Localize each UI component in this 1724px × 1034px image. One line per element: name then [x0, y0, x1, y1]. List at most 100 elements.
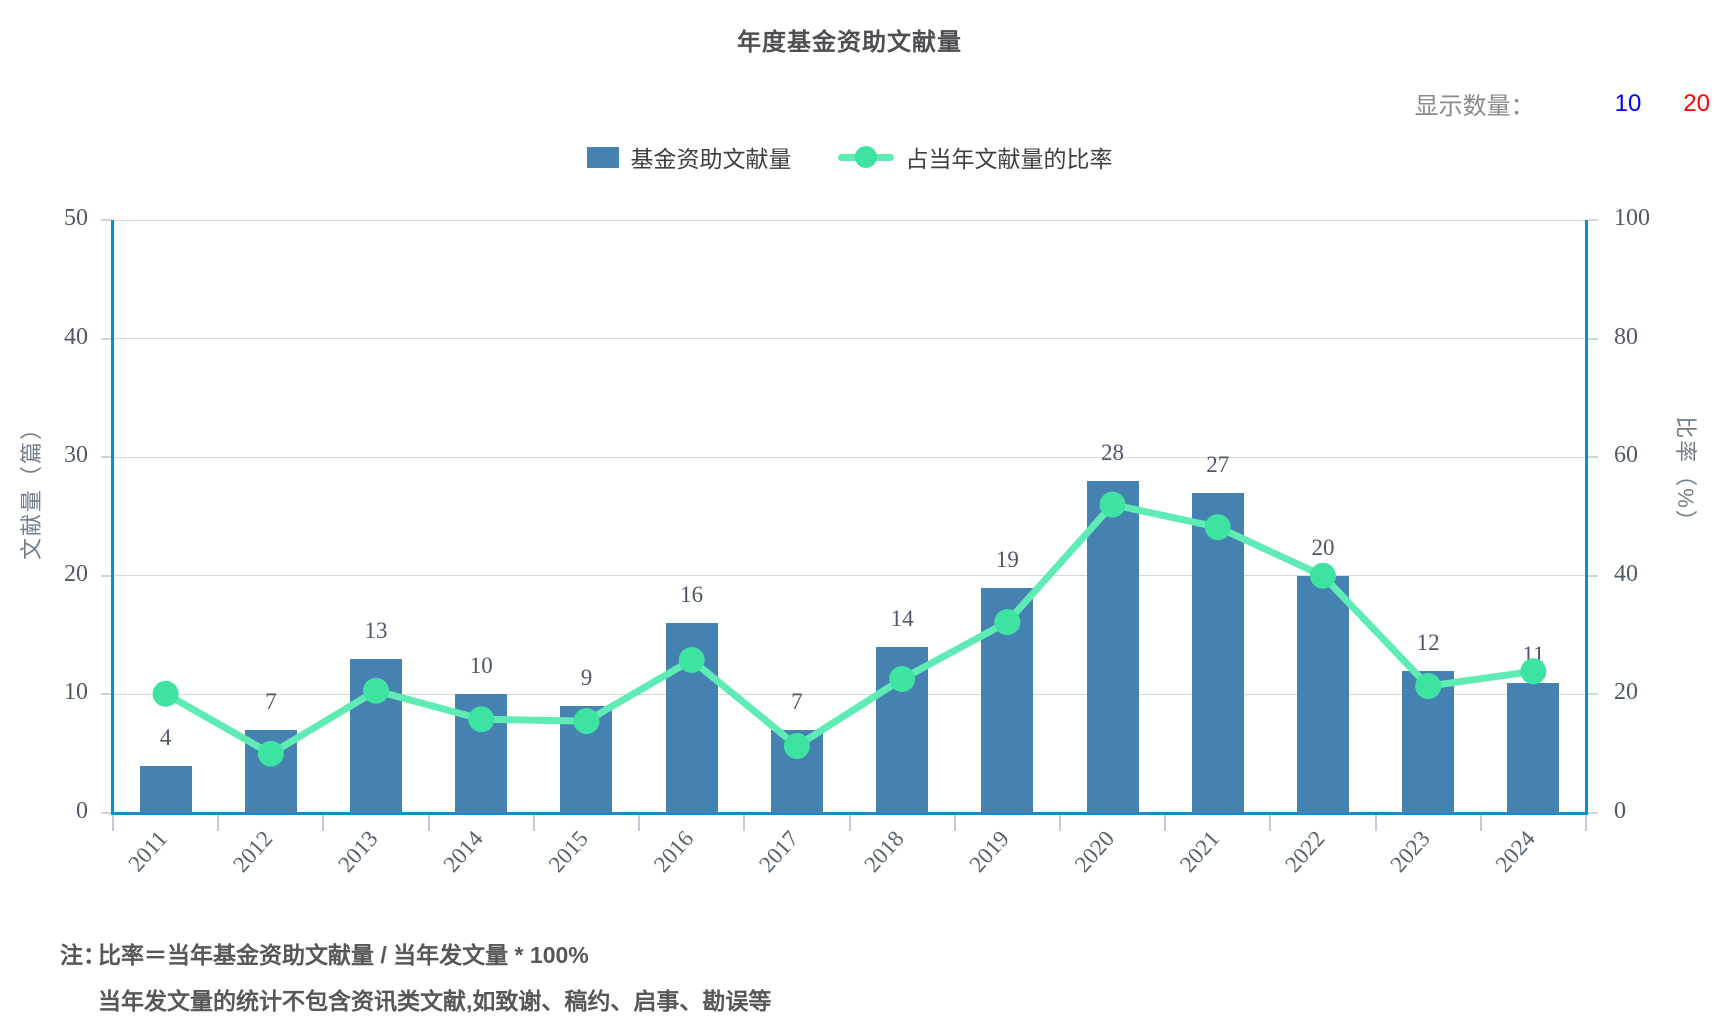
bar-value-2021: 27	[1206, 451, 1230, 477]
x-axis-tickmark	[1164, 815, 1167, 831]
note-indent	[60, 978, 98, 1024]
bar-2022[interactable]	[1296, 575, 1349, 813]
note-line-2: 当年发文量的统计不包含资讯类文献,如致谢、稿约、启事、勘误等	[98, 988, 772, 1014]
x-axis-tickmark	[1479, 815, 1482, 831]
right-axis-tickmark	[1588, 456, 1598, 459]
right-axis-tick-60: 60	[1614, 442, 1638, 469]
ratio-dot-2014[interactable]	[468, 706, 495, 733]
bar-value-2019: 19	[995, 546, 1019, 572]
gridline-50	[113, 219, 1586, 221]
chart-title: 年度基金资助文献量	[737, 29, 962, 56]
bar-2011[interactable]	[139, 765, 192, 813]
right-axis-tickmark	[1588, 693, 1598, 696]
gridline-10	[113, 693, 1586, 695]
line-swatch-dot	[854, 146, 877, 168]
right-axis-tickmark	[1588, 574, 1598, 577]
bar-value-2023: 12	[1416, 629, 1440, 655]
gridline-40	[113, 338, 1586, 340]
left-axis-tickmark	[101, 456, 111, 459]
ratio-dot-2015[interactable]	[573, 708, 600, 735]
x-axis-tickmark	[322, 815, 325, 831]
x-axis-tickmark	[1058, 815, 1061, 831]
legend: 基金资助文献量 占当年文献量的比率	[113, 140, 1586, 174]
left-axis-tickmark	[101, 693, 111, 696]
ratio-dot-2024[interactable]	[1520, 658, 1547, 685]
note-prefix: 注：	[60, 942, 106, 968]
ratio-dot-2021[interactable]	[1204, 514, 1231, 541]
ratio-dot-2011[interactable]	[152, 680, 179, 707]
right-axis-tickmark	[1588, 812, 1598, 814]
display-count-label: 显示数量：	[1414, 93, 1535, 120]
x-axis-tickmark	[1374, 815, 1377, 831]
bar-2024[interactable]	[1507, 682, 1560, 813]
legend-item-line-series[interactable]: 占当年文献量的比率	[837, 140, 1113, 174]
ratio-dot-2012[interactable]	[257, 740, 284, 767]
x-axis-tickmark	[217, 815, 220, 831]
x-axis-tickmark	[427, 815, 430, 831]
bar-2020[interactable]	[1086, 480, 1139, 813]
ratio-dot-2019[interactable]	[994, 609, 1021, 636]
left-axis-title: 文献量（篇）	[19, 415, 44, 561]
display-count-option-20[interactable]: 20	[1683, 89, 1710, 117]
gridline-30	[113, 456, 1586, 458]
legend-item-bar-series[interactable]: 基金资助文献量	[586, 140, 792, 174]
bar-value-2020: 28	[1101, 439, 1125, 465]
right-axis-tick-100: 100	[1614, 205, 1650, 231]
left-axis-line	[111, 220, 114, 813]
x-axis-tickmark	[848, 815, 851, 831]
x-axis-line	[111, 811, 1588, 815]
display-count-control: 显示数量： 10 20	[1415, 86, 1710, 121]
left-axis-tickmark	[101, 337, 111, 340]
left-axis-tickmark	[101, 219, 111, 221]
left-axis-tick-30: 30	[64, 442, 88, 469]
x-axis-tickmark	[743, 815, 746, 831]
left-axis-tick-0: 0	[76, 798, 88, 824]
ratio-dot-2022[interactable]	[1310, 562, 1336, 589]
right-axis-tick-0: 0	[1614, 798, 1626, 824]
ratio-dot-2018[interactable]	[889, 666, 916, 692]
note-line-1: 比率＝当年基金资助文献量 / 当年发文量 * 100%	[98, 942, 589, 968]
bar-value-2014: 10	[469, 653, 493, 679]
bar-value-2015: 9	[580, 665, 593, 691]
bar-value-2011: 4	[159, 724, 172, 750]
left-axis-tick-10: 10	[64, 679, 88, 706]
left-axis-tick-50: 50	[64, 205, 88, 231]
bar-value-2017: 7	[791, 688, 803, 714]
x-axis-tickmark	[1269, 815, 1272, 831]
right-axis-line	[1585, 220, 1588, 813]
x-axis-tickmark	[532, 815, 535, 831]
right-axis-tick-40: 40	[1614, 560, 1638, 587]
x-axis-tickmark	[112, 815, 114, 831]
right-axis-tickmark	[1588, 337, 1598, 340]
ratio-dot-2017[interactable]	[783, 733, 810, 759]
x-axis-tickmark	[953, 815, 956, 831]
left-axis-tick-40: 40	[64, 323, 88, 350]
left-axis-tickmark	[101, 574, 111, 577]
right-axis-title: 比率（%）	[1673, 416, 1698, 534]
bar-2021[interactable]	[1191, 492, 1244, 813]
left-axis-tick-20: 20	[64, 560, 88, 587]
gridline-20	[113, 575, 1586, 577]
legend-bar-label: 基金资助文献量	[630, 146, 792, 172]
ratio-line-layer	[152, 491, 1547, 767]
x-axis-tickmark	[1585, 815, 1587, 831]
right-axis-tickmark	[1588, 219, 1598, 221]
bar-series-swatch-icon	[586, 146, 619, 168]
ratio-dot-2020[interactable]	[1099, 491, 1126, 518]
bar-value-2016: 16	[680, 582, 704, 608]
ratio-dot-2016[interactable]	[678, 647, 705, 673]
right-axis-tick-80: 80	[1614, 323, 1638, 350]
ratio-dot-2023[interactable]	[1415, 673, 1442, 700]
ratio-line	[162, 501, 1537, 758]
right-axis-tick-20: 20	[1614, 679, 1638, 706]
bar-value-2018: 14	[890, 605, 914, 631]
footnotes: 注： 比率＝当年基金资助文献量 / 当年发文量 * 100% 当年发文量的统计不…	[60, 932, 771, 1024]
line-series-swatch-icon	[837, 146, 894, 168]
display-count-option-10[interactable]: 10	[1614, 89, 1642, 117]
bar-value-2013: 13	[364, 617, 388, 643]
legend-line-label: 占当年文献量的比率	[905, 146, 1113, 172]
ratio-dot-2013[interactable]	[363, 677, 389, 704]
bar-value-2012: 7	[265, 688, 277, 714]
bar-value-2022: 20	[1311, 534, 1335, 560]
